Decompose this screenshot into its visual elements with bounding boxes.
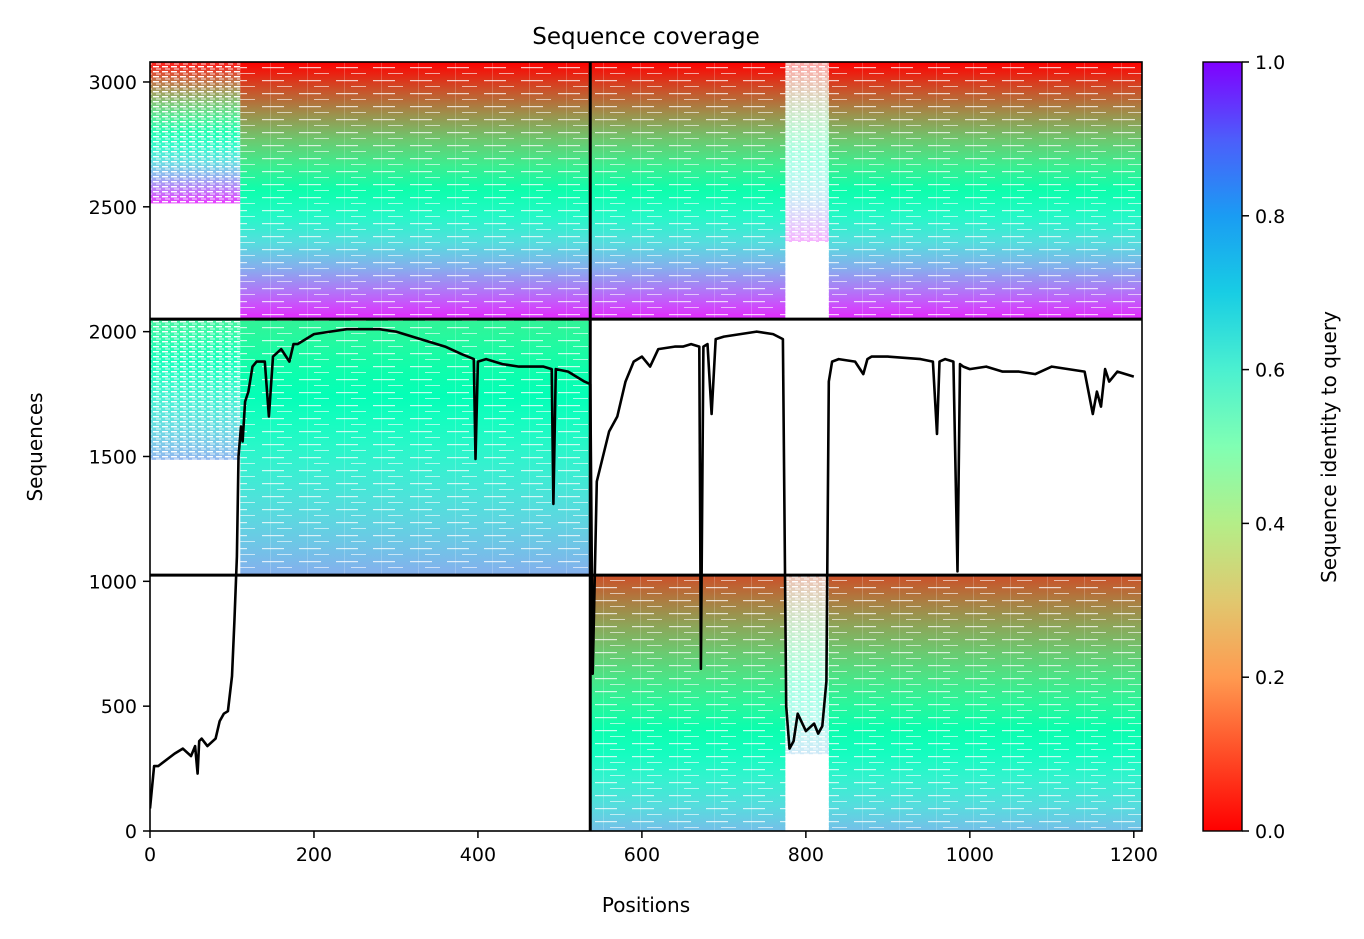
colorbar-label: Sequence identity to query [1317,311,1341,583]
colorbar-tick-label: 0.0 [1255,821,1285,843]
msa-block-texture [590,62,1142,320]
y-tick-label: 2000 [89,322,137,344]
x-tick-label: 1000 [946,844,994,866]
x-tick-label: 0 [144,844,156,866]
y-tick-label: 0 [125,821,137,843]
y-tick-label: 2500 [89,197,137,219]
y-tick-label: 3000 [89,72,137,94]
msa-block-chain-B-paired [590,62,1142,320]
colorbar-tick-label: 0.4 [1255,513,1285,535]
colorbar-ticks: 0.0 0.2 0.4 0.6 0.8 1.0 [1242,52,1285,843]
y-tick-label: 1500 [89,446,137,468]
msa-block-chain-B-unpaired [590,575,1142,831]
x-axis-label: Positions [602,893,690,917]
msa-block-empty [150,203,241,320]
msa-block-texture [240,62,591,320]
msa-block-chain-A-unpaired [150,319,591,576]
y-tick-label: 1000 [89,571,137,593]
x-axis-ticks: 0 200 400 600 800 1000 1200 [144,831,1158,866]
msa-block-fringe-mask [150,62,241,204]
colorbar-tick-label: 0.8 [1255,206,1285,228]
msa-block-empty [150,459,241,576]
x-tick-label: 400 [460,844,496,866]
msa-block-texture [590,575,1142,831]
chart-title: Sequence coverage [532,24,760,50]
msa-block-texture [240,319,591,576]
y-tick-label: 500 [101,696,137,718]
colorbar-tick-label: 0.6 [1255,360,1285,382]
msa-block-fringe-mask [150,319,241,460]
x-tick-label: 600 [624,844,660,866]
x-tick-label: 200 [296,844,332,866]
coverage-line [150,327,1135,809]
msa-block-gap-mask [785,62,829,320]
x-tick-label: 1200 [1110,844,1158,866]
colorbar [1202,61,1243,832]
colorbar-tick-label: 1.0 [1255,52,1285,74]
y-axis-label: Sequences [23,392,47,501]
msa-blocks [150,62,1142,831]
colorbar-tick-label: 0.2 [1255,667,1285,689]
y-axis-ticks: 0 500 1000 1500 2000 2500 3000 [89,72,150,843]
msa-block-gap-mask [785,575,829,831]
plot-frame [149,61,1143,832]
msa-block-chain-A-paired [150,62,591,320]
x-tick-label: 800 [788,844,824,866]
